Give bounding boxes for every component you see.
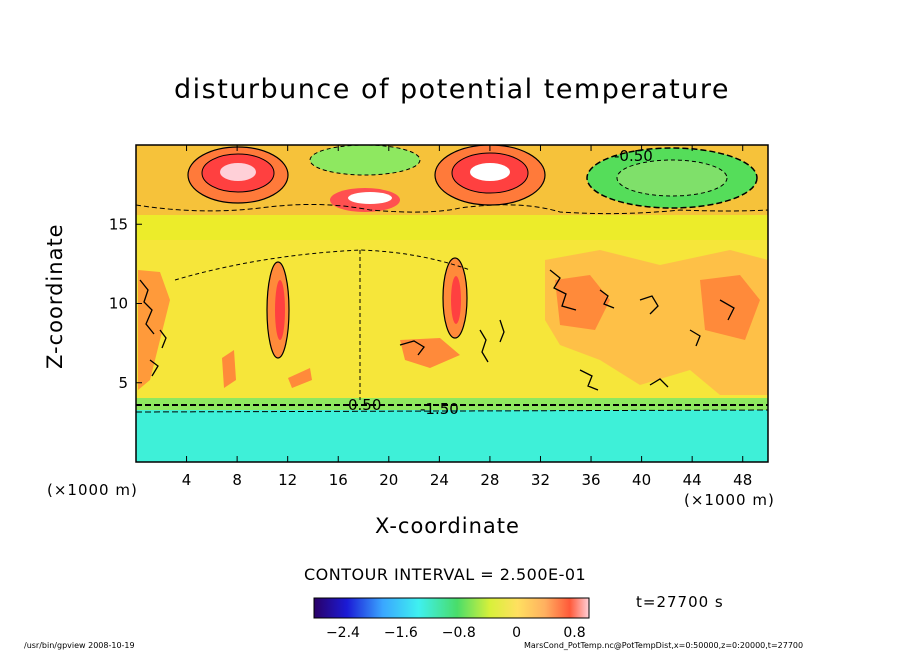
contour-column-left — [266, 261, 290, 359]
x-tick-label: 12 — [278, 471, 297, 489]
x-tick-label: 28 — [480, 471, 499, 489]
contour-upper-boundary — [136, 203, 768, 215]
footer-left: /usr/bin/gpview 2008-10-19 — [24, 641, 135, 650]
warm-patch-right-3 — [700, 275, 760, 340]
x-tick-label: 24 — [430, 471, 449, 489]
x-tick-label: 32 — [531, 471, 550, 489]
x-unit-label-right: (×1000 m) — [684, 491, 775, 509]
contour-column-center — [442, 257, 468, 339]
x-tick-label: 4 — [182, 471, 192, 489]
contour-noise-left — [139, 279, 167, 377]
lower-layer — [136, 408, 768, 462]
warm-anomaly-small-inner — [348, 192, 392, 204]
cold-anomaly-center — [310, 145, 420, 175]
y-tick-label: 5 — [118, 374, 128, 392]
contour-label: -0.50 — [614, 147, 653, 165]
contour-left-warm — [187, 146, 289, 204]
contour-label: -1.50 — [420, 400, 459, 418]
colorbar-tick-label: −0.8 — [442, 625, 476, 641]
contour-lower-boundary-2 — [136, 409, 768, 413]
footer-right: MarsCond_PotTemp.nc@PotTempDist,x=0:5000… — [524, 641, 804, 650]
colorbar-ticks: −2.4 −1.6 −0.8 0 0.8 — [326, 625, 586, 641]
chart-title: disturbunce of potential temperature — [174, 74, 730, 105]
warm-patch-right-2 — [555, 275, 610, 330]
y-axis-title: Z-coordinate — [43, 223, 67, 369]
x-tick-label: 36 — [581, 471, 600, 489]
x-tick-label: 8 — [232, 471, 242, 489]
contour-noise-right — [549, 269, 735, 391]
contour-dashed-arc — [174, 249, 471, 281]
warm-patch-small-2 — [222, 350, 236, 388]
contour-center-warm-2 — [451, 152, 529, 194]
y-tick-label: 10 — [109, 295, 128, 313]
contour-right-cold — [586, 147, 758, 209]
time-label: t=27700 s — [636, 593, 724, 611]
contour-noise-center — [399, 319, 505, 363]
contour-right-cold-2 — [616, 159, 728, 197]
plot-area — [136, 145, 768, 462]
y-axis: 5 10 15 — [109, 215, 142, 392]
colorbar-tick-label: 0 — [512, 625, 521, 641]
x-tick-label: 40 — [632, 471, 651, 489]
colorbar-tick-label: −1.6 — [384, 625, 418, 641]
contour-interval-label: CONTOUR INTERVAL = 2.500E-01 — [304, 565, 587, 584]
x-axis: 4 8 12 16 20 24 28 32 36 40 44 48 — [182, 145, 752, 489]
x-axis-title: X-coordinate — [375, 514, 520, 538]
cold-anomaly-right-inner — [617, 160, 727, 196]
contour-center-cold — [309, 145, 421, 176]
colorbar-tick-label: −2.4 — [326, 625, 360, 641]
warm-column-left-inner — [275, 280, 285, 340]
x-tick-label: 20 — [379, 471, 398, 489]
x-tick-label: 44 — [683, 471, 702, 489]
x-tick-label: 16 — [329, 471, 348, 489]
warm-anomaly-left-inner — [220, 163, 256, 181]
warm-column-center-inner — [451, 276, 461, 324]
warm-patch-left — [138, 270, 170, 390]
warm-patch-center — [400, 338, 460, 368]
colorbar — [313, 597, 590, 619]
x-tick-label: 48 — [733, 471, 752, 489]
colorbar-tick-label: 0.8 — [563, 625, 585, 641]
warm-anomaly-center-inner — [470, 163, 510, 181]
contour-center-warm — [434, 145, 546, 206]
warm-patch-small — [288, 368, 312, 388]
y-tick-label: 15 — [109, 215, 128, 233]
contour-left-warm-2 — [201, 153, 275, 193]
x-unit-label: (×1000 m) — [47, 481, 138, 499]
contour-label: 0.50 — [348, 396, 381, 414]
